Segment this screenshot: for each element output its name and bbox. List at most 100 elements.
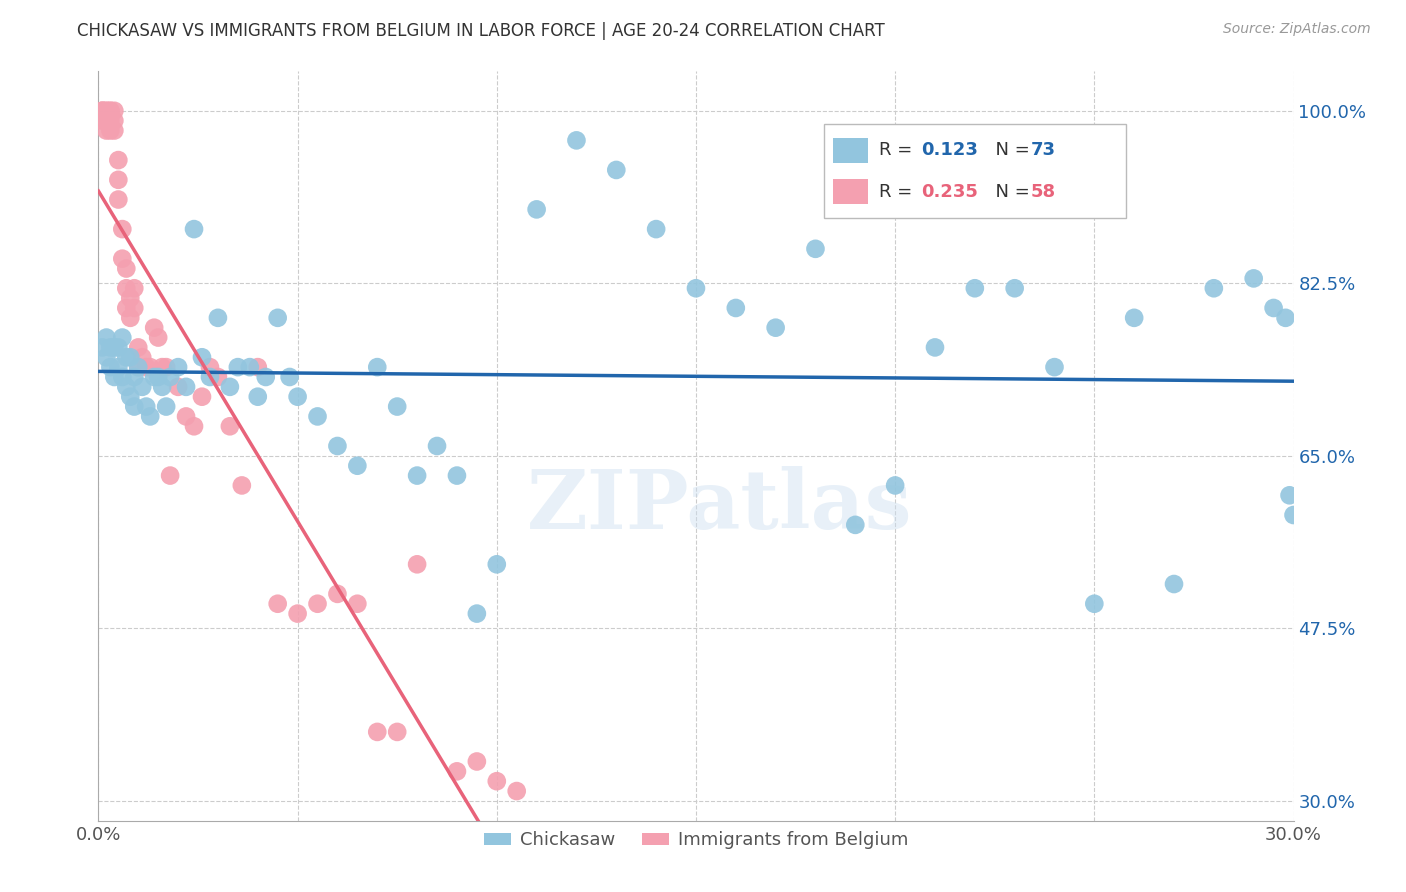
Point: [1083, 597, 1105, 611]
Point: [207, 310, 229, 325]
Point: [426, 439, 449, 453]
Point: [115, 301, 138, 315]
Point: [155, 360, 177, 375]
Point: [150, 360, 173, 375]
Point: [127, 340, 149, 354]
Point: [366, 360, 388, 375]
Point: [183, 222, 205, 236]
Point: [159, 468, 181, 483]
Point: [124, 281, 146, 295]
Text: 0.123: 0.123: [921, 142, 979, 160]
Point: [307, 409, 329, 424]
Point: [219, 380, 242, 394]
Point: [98, 360, 122, 375]
Point: [148, 330, 170, 344]
Text: ZIPatlas: ZIPatlas: [527, 466, 912, 546]
Point: [765, 320, 787, 334]
Point: [124, 370, 146, 384]
Point: [131, 380, 153, 394]
Text: N =: N =: [984, 183, 1036, 201]
Point: [645, 222, 668, 236]
Point: [111, 252, 134, 266]
Point: [174, 380, 197, 394]
Point: [96, 103, 118, 118]
Point: [346, 458, 368, 473]
Point: [115, 380, 138, 394]
Point: [565, 133, 588, 147]
Point: [91, 103, 114, 118]
Point: [115, 351, 138, 365]
Point: [143, 370, 166, 384]
Point: [1163, 577, 1185, 591]
Point: [246, 360, 269, 375]
Point: [98, 113, 122, 128]
Point: [191, 351, 214, 365]
Point: [143, 320, 166, 334]
Text: 0.235: 0.235: [921, 183, 979, 201]
Point: [287, 390, 309, 404]
Point: [103, 370, 125, 384]
Point: [278, 370, 301, 384]
Point: [91, 103, 114, 118]
Point: [385, 725, 409, 739]
Point: [198, 370, 221, 384]
Point: [465, 755, 488, 769]
Text: CHICKASAW VS IMMIGRANTS FROM BELGIUM IN LABOR FORCE | AGE 20-24 CORRELATION CHAR: CHICKASAW VS IMMIGRANTS FROM BELGIUM IN …: [77, 22, 886, 40]
Point: [91, 103, 114, 118]
Point: [326, 587, 349, 601]
Point: [96, 351, 118, 365]
Point: [191, 390, 214, 404]
Point: [159, 370, 181, 384]
Point: [167, 360, 190, 375]
Point: [1043, 360, 1066, 375]
Point: [1274, 310, 1296, 325]
Point: [804, 242, 827, 256]
Point: [111, 330, 134, 344]
Point: [167, 380, 190, 394]
Point: [98, 103, 122, 118]
Point: [207, 370, 229, 384]
Point: [98, 123, 122, 137]
Point: [98, 103, 122, 118]
Point: [107, 360, 129, 375]
Text: R =: R =: [879, 183, 918, 201]
Point: [127, 360, 149, 375]
Point: [127, 360, 149, 375]
Point: [120, 351, 142, 365]
Point: [485, 774, 508, 789]
Point: [96, 123, 118, 137]
Point: [135, 400, 157, 414]
Point: [254, 370, 277, 384]
Point: [844, 517, 866, 532]
Point: [135, 360, 157, 375]
Point: [267, 597, 290, 611]
Point: [326, 439, 349, 453]
Point: [385, 400, 409, 414]
Point: [115, 261, 138, 276]
Point: [139, 360, 162, 375]
Text: 58: 58: [1031, 183, 1056, 201]
Text: 73: 73: [1031, 142, 1056, 160]
Point: [1123, 310, 1146, 325]
Point: [124, 301, 146, 315]
Point: [120, 291, 142, 305]
Point: [346, 597, 368, 611]
Point: [139, 409, 162, 424]
Point: [98, 340, 122, 354]
Point: [1282, 508, 1305, 522]
Point: [155, 400, 177, 414]
Point: [107, 193, 129, 207]
Point: [111, 222, 134, 236]
Point: [103, 123, 125, 137]
Point: [96, 103, 118, 118]
Point: [963, 281, 986, 295]
Point: [174, 409, 197, 424]
Point: [115, 281, 138, 295]
Text: R =: R =: [879, 142, 918, 160]
Point: [406, 558, 429, 572]
Point: [446, 468, 468, 483]
Point: [1263, 301, 1285, 315]
Point: [103, 103, 125, 118]
Point: [446, 764, 468, 779]
Text: Source: ZipAtlas.com: Source: ZipAtlas.com: [1223, 22, 1371, 37]
